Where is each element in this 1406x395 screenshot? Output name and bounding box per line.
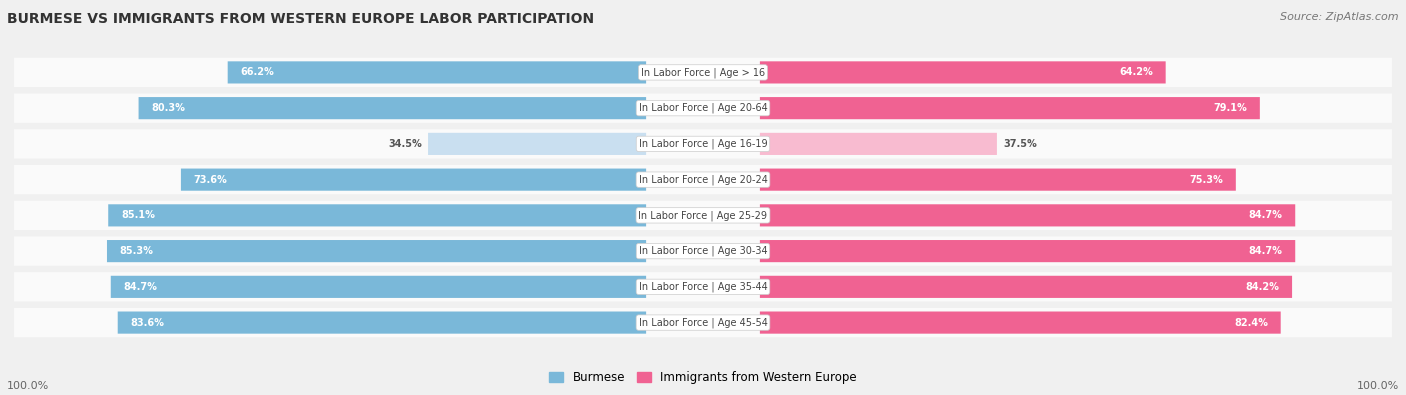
- Bar: [759, 312, 1281, 334]
- Text: 84.7%: 84.7%: [124, 282, 157, 292]
- Bar: [427, 133, 647, 155]
- Bar: [14, 58, 1392, 87]
- Text: 79.1%: 79.1%: [1213, 103, 1247, 113]
- Text: In Labor Force | Age 45-54: In Labor Force | Age 45-54: [638, 317, 768, 328]
- Bar: [14, 272, 1392, 301]
- Bar: [14, 165, 1392, 194]
- Text: 82.4%: 82.4%: [1234, 318, 1268, 327]
- Bar: [228, 61, 647, 83]
- Legend: Burmese, Immigrants from Western Europe: Burmese, Immigrants from Western Europe: [544, 367, 862, 389]
- Bar: [118, 312, 647, 334]
- Text: 34.5%: 34.5%: [388, 139, 422, 149]
- Text: Source: ZipAtlas.com: Source: ZipAtlas.com: [1281, 12, 1399, 22]
- Bar: [14, 201, 1392, 230]
- Bar: [759, 61, 1166, 83]
- Text: 85.1%: 85.1%: [121, 211, 155, 220]
- Text: In Labor Force | Age 20-24: In Labor Force | Age 20-24: [638, 174, 768, 185]
- Bar: [14, 94, 1392, 123]
- Bar: [759, 169, 1236, 191]
- Text: In Labor Force | Age 25-29: In Labor Force | Age 25-29: [638, 210, 768, 221]
- Text: 80.3%: 80.3%: [152, 103, 186, 113]
- Bar: [14, 308, 1392, 337]
- Text: In Labor Force | Age 30-34: In Labor Force | Age 30-34: [638, 246, 768, 256]
- Text: 66.2%: 66.2%: [240, 68, 274, 77]
- Bar: [139, 97, 647, 119]
- Text: In Labor Force | Age > 16: In Labor Force | Age > 16: [641, 67, 765, 78]
- Text: 100.0%: 100.0%: [7, 381, 49, 391]
- Bar: [181, 169, 647, 191]
- Text: 73.6%: 73.6%: [194, 175, 228, 184]
- Text: In Labor Force | Age 35-44: In Labor Force | Age 35-44: [638, 282, 768, 292]
- Text: In Labor Force | Age 16-19: In Labor Force | Age 16-19: [638, 139, 768, 149]
- Text: 84.7%: 84.7%: [1249, 211, 1282, 220]
- Text: In Labor Force | Age 20-64: In Labor Force | Age 20-64: [638, 103, 768, 113]
- Bar: [759, 276, 1292, 298]
- Text: 84.2%: 84.2%: [1246, 282, 1279, 292]
- Bar: [14, 237, 1392, 266]
- Bar: [111, 276, 647, 298]
- Text: BURMESE VS IMMIGRANTS FROM WESTERN EUROPE LABOR PARTICIPATION: BURMESE VS IMMIGRANTS FROM WESTERN EUROP…: [7, 12, 595, 26]
- Bar: [107, 240, 647, 262]
- Text: 37.5%: 37.5%: [1004, 139, 1038, 149]
- Bar: [759, 133, 997, 155]
- Bar: [14, 129, 1392, 158]
- Text: 83.6%: 83.6%: [131, 318, 165, 327]
- Text: 85.3%: 85.3%: [120, 246, 153, 256]
- Bar: [759, 240, 1295, 262]
- Bar: [759, 204, 1295, 226]
- Text: 64.2%: 64.2%: [1119, 68, 1153, 77]
- Text: 84.7%: 84.7%: [1249, 246, 1282, 256]
- Bar: [108, 204, 647, 226]
- Bar: [759, 97, 1260, 119]
- Text: 100.0%: 100.0%: [1357, 381, 1399, 391]
- Text: 75.3%: 75.3%: [1189, 175, 1223, 184]
